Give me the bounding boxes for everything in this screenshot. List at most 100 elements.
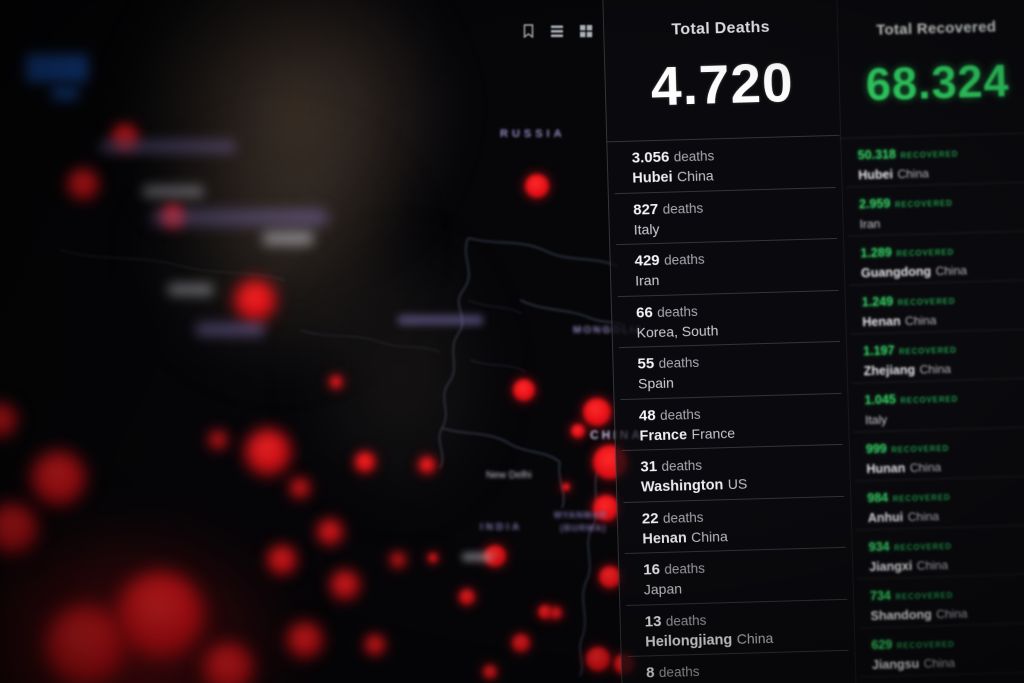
recovered-row[interactable]: 934 recovered Jiangxi China	[856, 525, 1024, 580]
total-recovered-panel: Total Recovered 68.324 50.318 recovered H…	[835, 0, 1024, 683]
recovered-row[interactable]: 999 recovered Hunan China	[853, 427, 1024, 482]
recovered-row-line1: 629 recovered	[871, 631, 1024, 654]
death-country: France	[691, 424, 736, 442]
recovered-row-line2: Jiangsu China	[872, 651, 1024, 674]
blurred-map-label	[263, 232, 313, 245]
death-row[interactable]: 16 deaths Japan	[624, 547, 848, 606]
case-dot[interactable]	[583, 398, 611, 426]
case-dot[interactable]	[586, 647, 610, 671]
death-row-line2: Japan	[644, 576, 843, 600]
recovered-count: 984	[867, 490, 889, 506]
recovered-row[interactable]: 1.197 recovered Zhejiang China	[850, 329, 1024, 384]
death-row[interactable]: 22 deaths Henan China	[623, 496, 846, 555]
grid-icon[interactable]	[579, 24, 593, 38]
death-country: Italy	[633, 220, 660, 238]
recovered-row[interactable]: 50.318 recovered Hubei China	[845, 133, 1024, 188]
recovered-row-line1: 50.318 recovered	[857, 142, 1024, 165]
case-dot[interactable]	[459, 589, 475, 605]
city-label: New Delhi	[486, 470, 532, 481]
recovered-row[interactable]: 734 recovered Shandong China	[857, 574, 1024, 629]
recovered-row[interactable]: 1.045 recovered Italy	[852, 378, 1024, 433]
recovered-region: Hunan	[866, 461, 906, 477]
recovered-row-line1: 734 recovered	[870, 582, 1024, 605]
death-unit-label: deaths	[657, 303, 698, 320]
recovered-row[interactable]: 1.289 recovered Guangdong China	[847, 231, 1024, 286]
case-dot[interactable]	[68, 169, 98, 199]
case-dot[interactable]	[330, 376, 342, 388]
case-dot[interactable]	[331, 571, 359, 599]
recovered-country: China	[916, 558, 949, 573]
recovered-count: 1.045	[864, 392, 897, 408]
case-dot[interactable]	[419, 457, 435, 473]
case-dot[interactable]	[525, 174, 549, 198]
recovered-country: China	[904, 313, 937, 329]
recovered-row-line1: 1.045 recovered	[864, 386, 1024, 409]
death-row[interactable]: 827 deaths Italy	[614, 187, 838, 246]
recovered-row[interactable]: 2.959 recovered Iran	[846, 182, 1024, 237]
recovered-row-line2: Jiangxi China	[869, 553, 1024, 576]
case-dot[interactable]	[268, 546, 296, 574]
case-dot[interactable]	[483, 665, 497, 679]
case-dot[interactable]	[318, 520, 342, 544]
case-dot[interactable]	[355, 452, 375, 472]
death-row-line2: Heilongjiang China	[645, 627, 844, 651]
bookmark-icon[interactable]	[522, 24, 535, 38]
recovered-row[interactable]: 1.249 recovered Henan China	[849, 280, 1024, 335]
death-region: Henan	[642, 529, 687, 548]
recovered-list: 50.318 recovered Hubei China 2.959 recover…	[839, 132, 1024, 678]
death-count: 55	[637, 355, 655, 373]
case-dot[interactable]	[391, 553, 405, 567]
recovered-region: Jiangsu	[871, 656, 920, 673]
recovered-row[interactable]: 629 recovered Jiangsu China	[858, 623, 1024, 678]
case-dot[interactable]	[513, 379, 535, 401]
recovered-row[interactable]: 984 recovered Anhui China	[854, 476, 1024, 531]
case-dot[interactable]	[512, 634, 530, 652]
rows-icon[interactable]	[550, 24, 564, 38]
blurred-map-label	[143, 186, 203, 197]
case-dot[interactable]	[235, 280, 275, 320]
death-row-line2: Iran	[635, 267, 834, 291]
death-count: 48	[638, 406, 656, 425]
death-row[interactable]: 66 deaths Korea, South	[617, 290, 840, 349]
recovered-country: Italy	[864, 412, 888, 428]
death-row[interactable]: 13 deaths Heilongjiang China	[626, 599, 849, 657]
death-row[interactable]: 429 deaths Iran	[616, 238, 839, 297]
death-row[interactable]: 48 deaths France France	[620, 393, 843, 452]
case-dot[interactable]	[288, 623, 322, 657]
case-dot[interactable]	[571, 424, 585, 438]
case-dot[interactable]	[47, 607, 123, 683]
death-row[interactable]: 55 deaths Spain	[619, 341, 842, 400]
recovered-unit-label: recovered	[894, 198, 953, 210]
recovered-row-line1: 1.197 recovered	[863, 337, 1024, 360]
death-row[interactable]: 8 deaths	[627, 650, 851, 683]
total-deaths-title: Total Deaths	[671, 18, 771, 39]
case-dot[interactable]	[32, 452, 84, 504]
death-row[interactable]: 3.056 deaths Hubei China	[613, 135, 836, 194]
case-dot[interactable]	[428, 553, 438, 563]
case-dot[interactable]	[291, 479, 309, 497]
death-count: 3.056	[631, 148, 670, 167]
recovered-country: China	[897, 166, 929, 182]
country-label: (BURMA)	[560, 523, 607, 533]
case-dot[interactable]	[365, 635, 385, 655]
death-region: Heilongjiang	[645, 631, 733, 650]
case-dot[interactable]	[550, 607, 562, 619]
case-dot[interactable]	[246, 430, 290, 474]
recovered-country: China	[935, 606, 968, 622]
country-label: MYANMAR	[554, 510, 608, 520]
blurred-map-label	[100, 140, 235, 153]
recovered-row-line2: Hubei China	[858, 162, 1024, 185]
death-row[interactable]: 31 deaths Washington US	[621, 444, 845, 503]
death-unit-label: deaths	[662, 509, 704, 526]
case-dot[interactable]	[562, 483, 570, 491]
recovered-count: 1.289	[860, 245, 892, 261]
case-dot[interactable]	[118, 573, 202, 657]
death-row-line2: France France	[639, 421, 838, 445]
total-deaths-panel: Total Deaths 4.720 3.056 deaths Hubei Chi…	[602, 0, 857, 683]
case-dot[interactable]	[210, 432, 226, 448]
recovered-country: China	[909, 460, 942, 476]
recovered-country: China	[919, 361, 952, 377]
country-label: INDIA	[480, 522, 523, 533]
death-region: Hubei	[632, 169, 673, 187]
recovered-row-line2: Italy	[865, 406, 1024, 429]
